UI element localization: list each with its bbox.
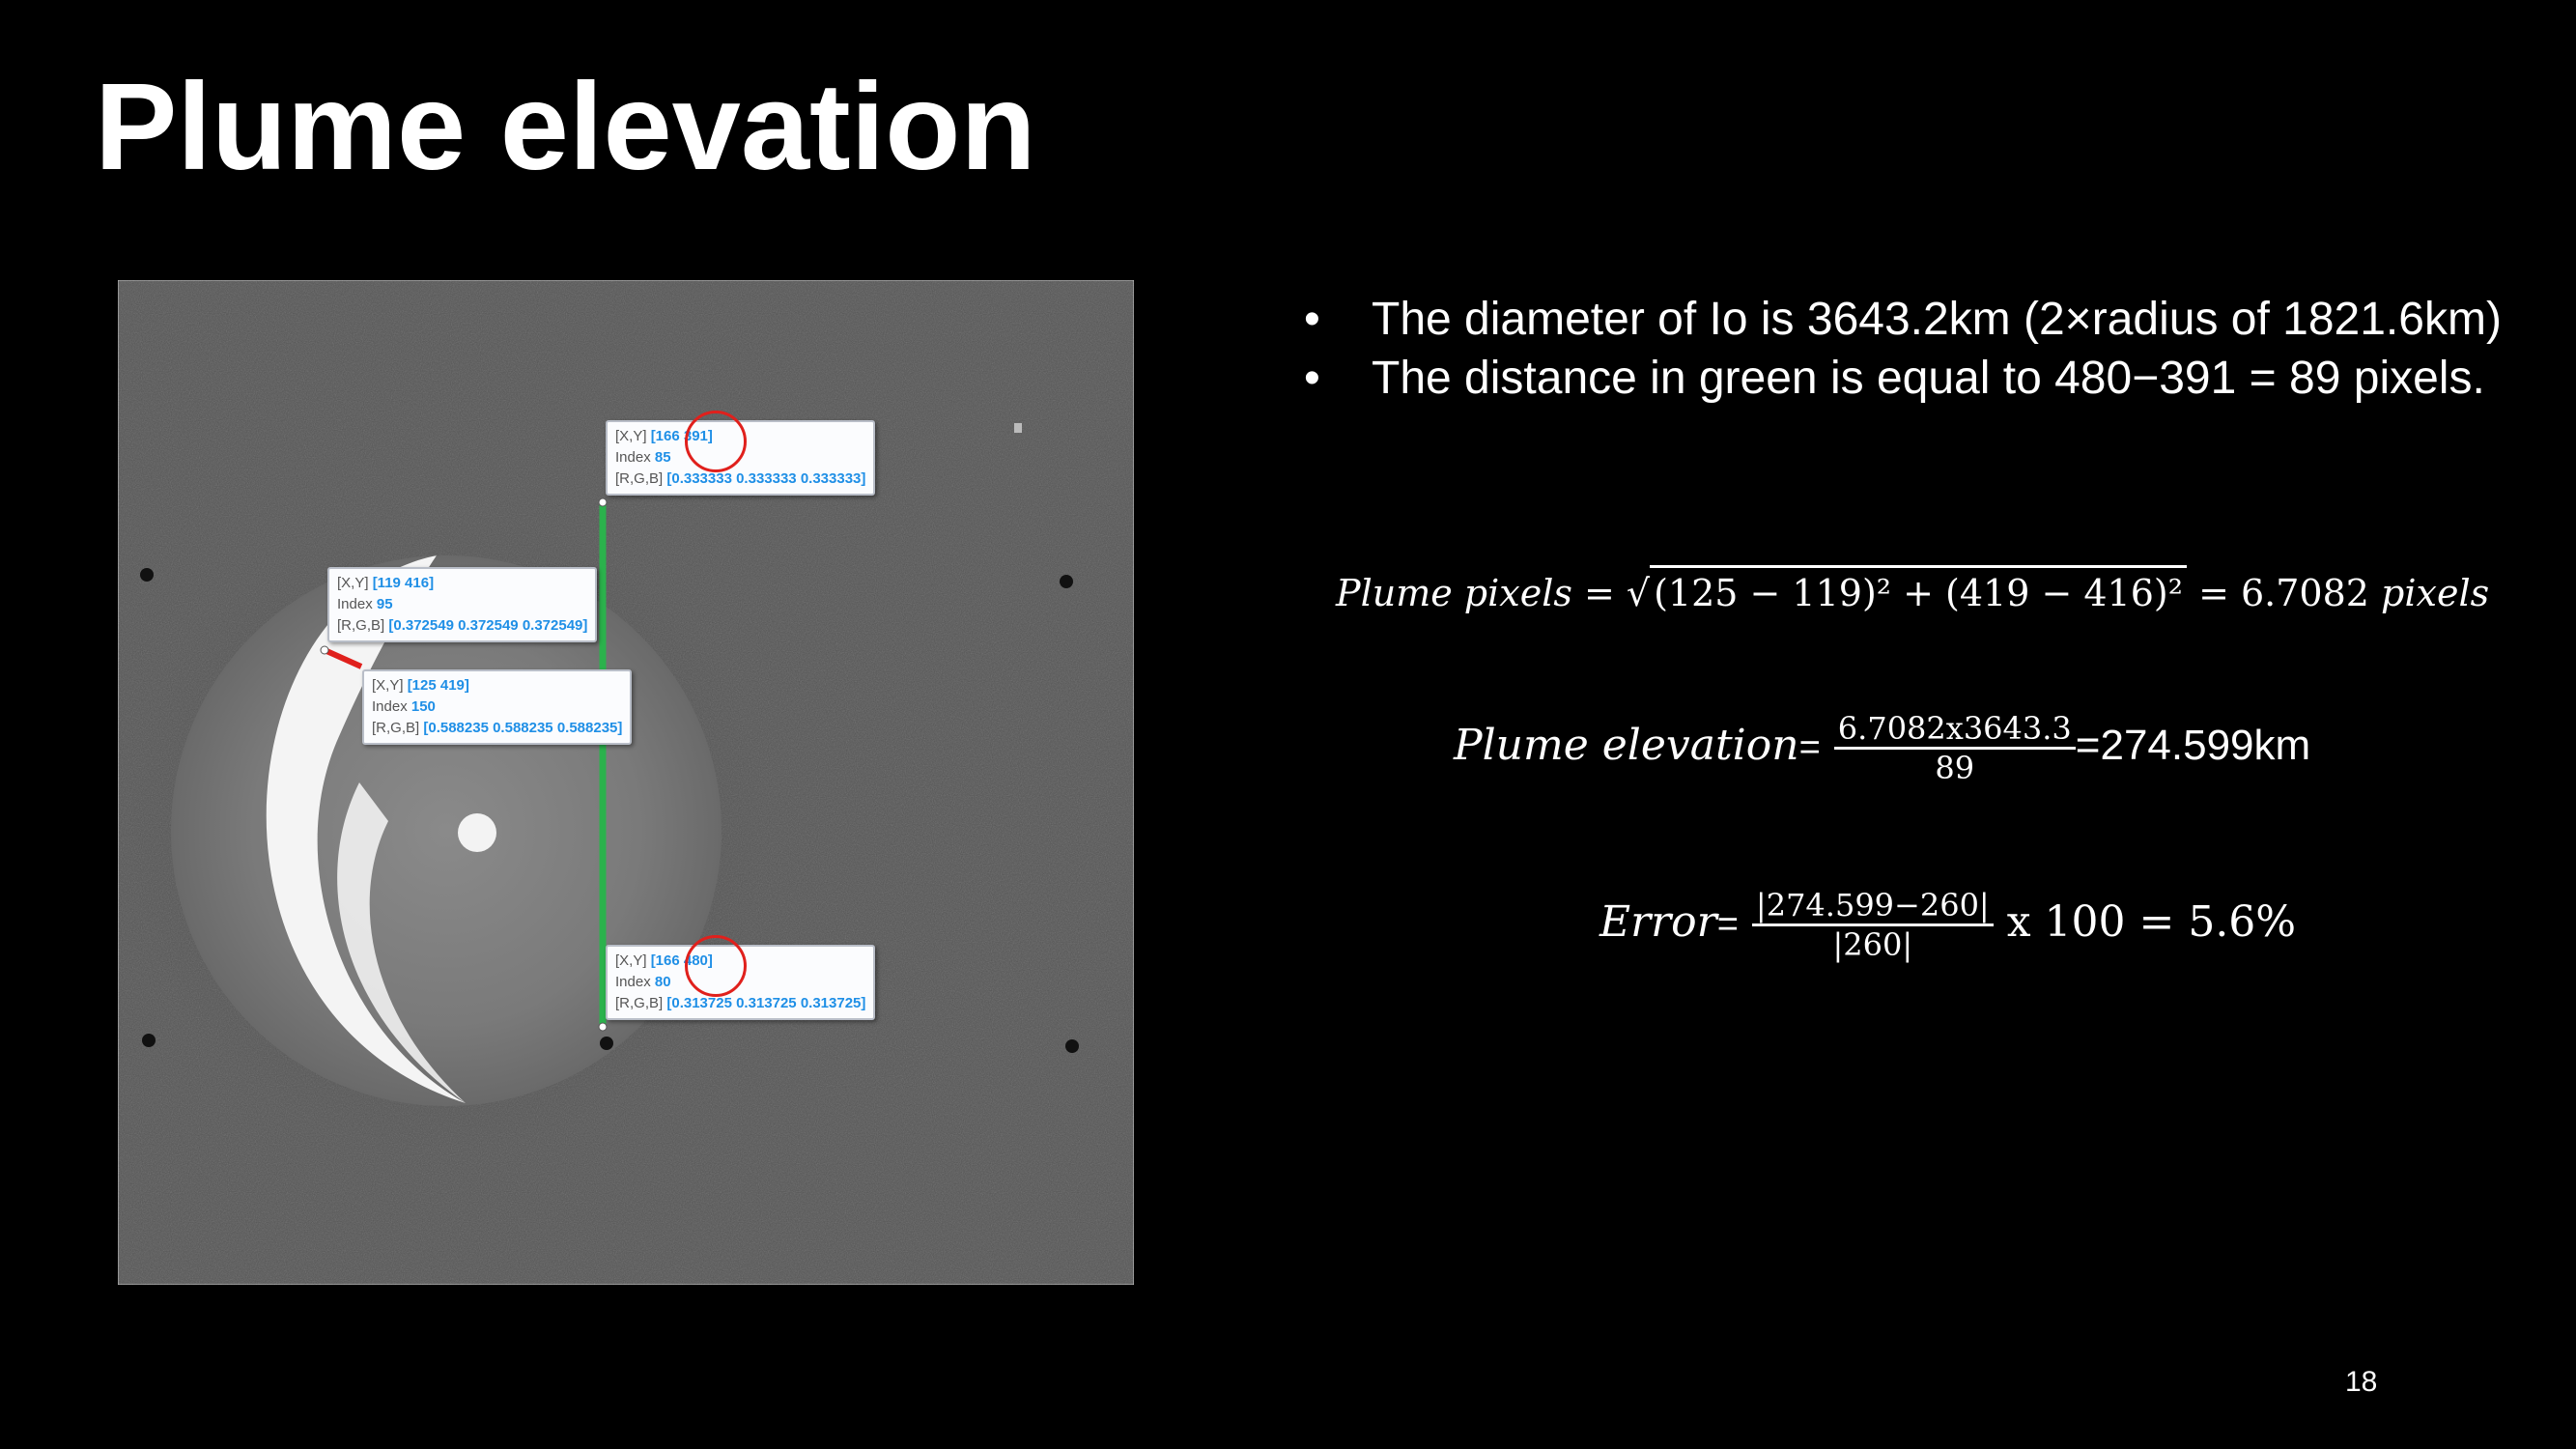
highlight-circle-480 xyxy=(685,935,747,997)
highlight-circle-391 xyxy=(685,411,747,472)
bullet-item: The distance in green is equal to 480−39… xyxy=(1304,349,2502,408)
plume-line xyxy=(323,647,363,669)
equation-error: Error= |274.599−260| |260| x 100 = 5.6% xyxy=(1599,887,2297,963)
reference-dot xyxy=(140,568,154,582)
bullet-list: The diameter of Io is 3643.2km (2×radius… xyxy=(1304,290,2502,408)
io-bright-crescent xyxy=(266,555,466,1103)
slide-title: Plume elevation xyxy=(95,58,1036,196)
reference-dot xyxy=(600,1037,613,1050)
io-bright-spot xyxy=(458,813,496,852)
datatip-left: [X,Y] [119 416] Index 95 [R,G,B] [0.3725… xyxy=(327,567,598,642)
page-number: 18 xyxy=(2345,1366,2378,1398)
equation-plume-pixels: Plume pixels = √ (125 − 119)² + (419 − 41… xyxy=(1336,565,2489,614)
reference-dot xyxy=(1060,575,1073,588)
bright-pixel xyxy=(1014,423,1022,433)
equation-plume-elevation: Plume elevation= 6.7082x3643.3 89 =274.5… xyxy=(1454,710,2311,786)
reference-dot xyxy=(142,1034,156,1047)
io-image-figure: [X,Y] [166 391] Index 85 [R,G,B] [0.3333… xyxy=(118,280,1134,1285)
elevation-fraction: 6.7082x3643.3 89 xyxy=(1833,710,2076,786)
datatip-middle: [X,Y] [125 419] Index 150 [R,G,B] [0.588… xyxy=(362,669,633,745)
sqrt-symbol: √ xyxy=(1626,572,1651,614)
bullet-item: The diameter of Io is 3643.2km (2×radius… xyxy=(1304,290,2502,349)
reference-dot xyxy=(1065,1039,1079,1053)
error-fraction: |274.599−260| |260| xyxy=(1751,887,1994,963)
